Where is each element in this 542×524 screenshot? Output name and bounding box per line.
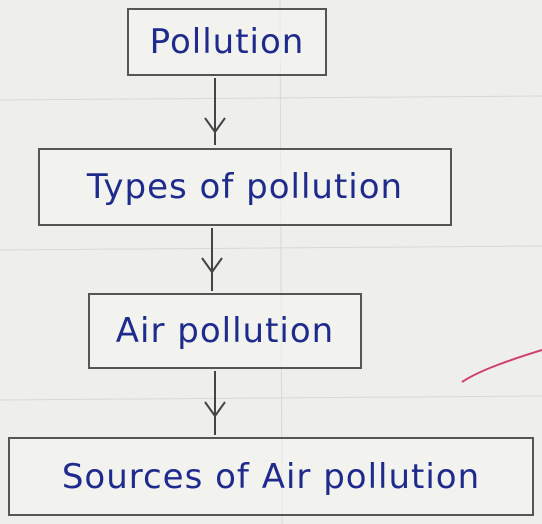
arrows <box>202 78 225 435</box>
node-box: Sources of Air pollution <box>8 437 534 516</box>
node-label: Air pollution <box>116 311 334 351</box>
node-box: Air pollution <box>88 293 362 369</box>
pen-mark <box>462 350 542 382</box>
node-label: Sources of Air pollution <box>62 457 480 497</box>
node-label: Types of pollution <box>87 167 403 207</box>
node-box: Types of pollution <box>38 148 452 226</box>
node-box: Pollution <box>127 8 327 76</box>
page: Pollution Types of pollution Air polluti… <box>0 0 542 524</box>
node-label: Pollution <box>150 22 305 62</box>
